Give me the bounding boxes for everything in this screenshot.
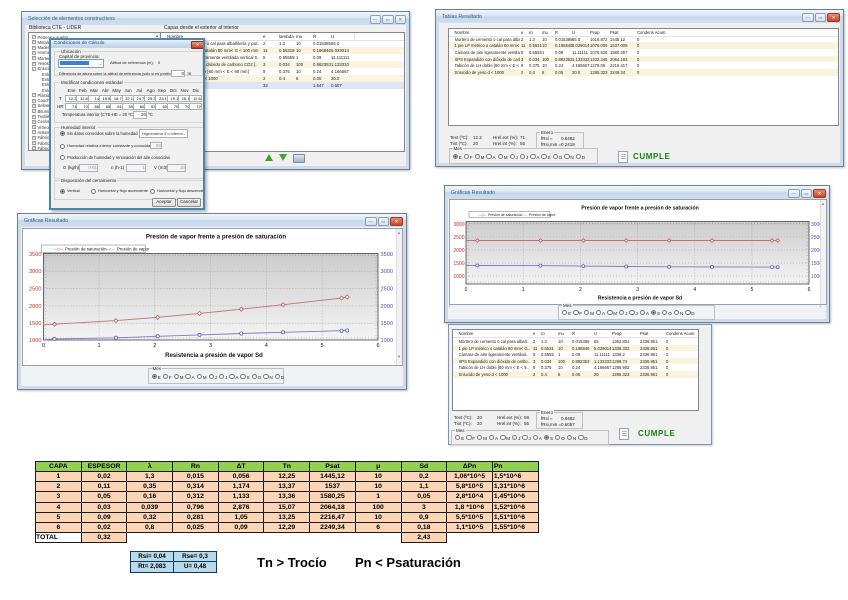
svg-text:0: 0: [41, 343, 44, 349]
svg-text:--◇--: --◇--: [479, 213, 487, 217]
svg-text:1000: 1000: [29, 338, 41, 344]
svg-text:4: 4: [693, 287, 696, 293]
svg-text:Presión de vapor: Presión de vapor: [117, 246, 150, 251]
svg-text:‹: ‹: [25, 360, 27, 363]
svg-text:2000: 2000: [380, 303, 392, 309]
svg-text:2000: 2000: [453, 248, 464, 254]
svg-text:2000: 2000: [811, 248, 822, 254]
svg-text:3: 3: [636, 287, 639, 293]
svg-text:3: 3: [209, 343, 212, 349]
svg-text:3500: 3500: [29, 252, 41, 258]
svg-text:1500: 1500: [453, 261, 464, 267]
svg-text:4: 4: [264, 343, 267, 349]
svg-text:3000: 3000: [811, 222, 822, 228]
svg-text:Resistencia a presión de vapor: Resistencia a presión de vapor Sd: [597, 296, 681, 302]
svg-text:1: 1: [97, 343, 100, 349]
svg-text:2500: 2500: [811, 235, 822, 241]
svg-text:6: 6: [807, 287, 810, 293]
svg-text:1000: 1000: [811, 274, 822, 280]
svg-text:--◇--: --◇--: [54, 246, 64, 251]
svg-text:Presión de saturación: Presión de saturación: [65, 246, 107, 251]
svg-text:3000: 3000: [380, 269, 392, 275]
svg-text:3000: 3000: [453, 222, 464, 228]
svg-text:1000: 1000: [380, 338, 392, 344]
svg-text:2500: 2500: [453, 235, 464, 241]
svg-text:1: 1: [521, 287, 524, 293]
svg-text:1000: 1000: [453, 274, 464, 280]
svg-text:Presión de vapor frente a pres: Presión de vapor frente a presión de sat…: [581, 206, 699, 212]
svg-text:2500: 2500: [380, 286, 392, 292]
svg-text:--○--: --○--: [106, 246, 115, 251]
svg-text:5: 5: [320, 343, 323, 349]
svg-text:Presión de vapor frente a pres: Presión de vapor frente a presión de sat…: [145, 233, 286, 240]
svg-text:Presión de saturación: Presión de saturación: [488, 213, 522, 217]
svg-text:3000: 3000: [29, 269, 41, 275]
svg-text:Presión de vapor: Presión de vapor: [529, 213, 556, 217]
svg-text:0: 0: [464, 287, 467, 293]
svg-text:2000: 2000: [29, 303, 41, 309]
svg-text:1500: 1500: [380, 321, 392, 327]
svg-text:1500: 1500: [811, 261, 822, 267]
svg-text:6: 6: [376, 343, 379, 349]
svg-text:3500: 3500: [380, 252, 392, 258]
svg-text:5: 5: [750, 287, 753, 293]
svg-text:2500: 2500: [29, 286, 41, 292]
svg-text:1500: 1500: [29, 321, 41, 327]
svg-text:--○--: --○--: [520, 213, 528, 217]
svg-text:Resistencia a presión de vapor: Resistencia a presión de vapor Sd: [165, 353, 263, 359]
svg-text:2: 2: [579, 287, 582, 293]
svg-text:2: 2: [153, 343, 156, 349]
